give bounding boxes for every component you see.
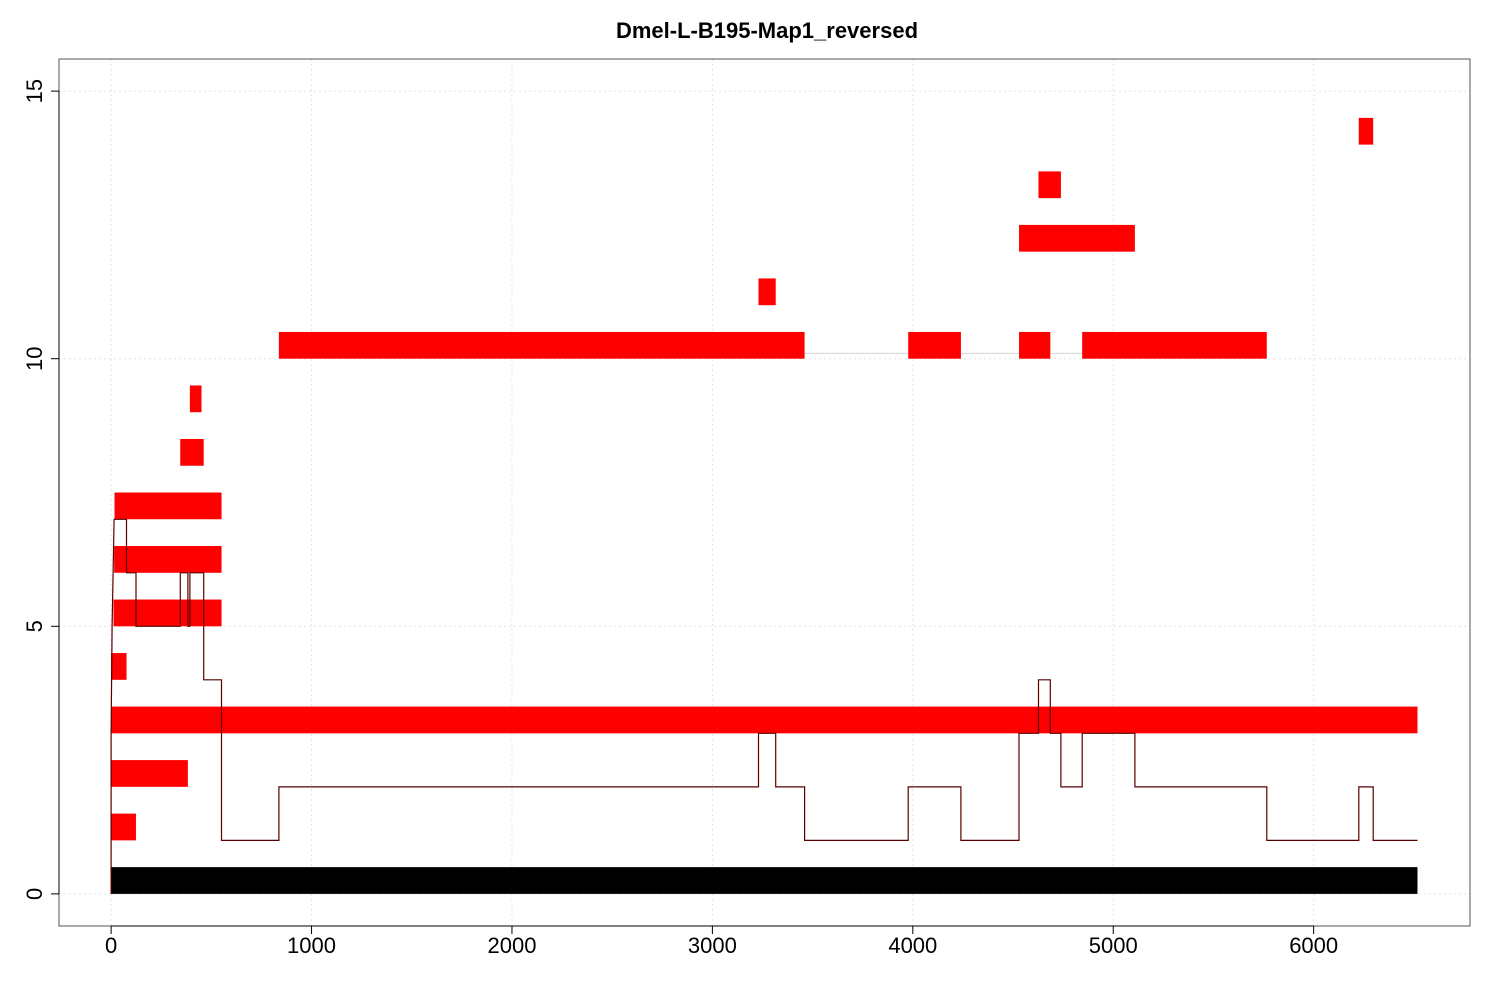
x-tick-label: 5000 (1089, 933, 1138, 958)
alignment-segment (114, 492, 222, 520)
alignment-segment (1038, 171, 1061, 199)
x-tick-label: 2000 (487, 933, 536, 958)
alignment-segment (1082, 331, 1267, 359)
chart-title: Dmel-L-B195-Map1_reversed (616, 18, 918, 43)
y-tick-label: 10 (22, 346, 47, 370)
alignment-segment (908, 331, 961, 359)
y-tick-label: 15 (22, 79, 47, 103)
alignment-segment (111, 813, 136, 841)
x-tick-label: 6000 (1289, 933, 1338, 958)
reference-track (111, 867, 1418, 894)
x-tick-label: 0 (105, 933, 117, 958)
y-tick-label: 0 (22, 888, 47, 900)
reference-bar (111, 867, 1418, 894)
coverage-step-line (110, 518, 1418, 894)
alignment-segment (111, 760, 188, 787)
alignment-segment (111, 653, 127, 680)
alignment-segment (114, 546, 222, 573)
coverage-line (110, 518, 1418, 894)
alignment-segment (111, 706, 1418, 734)
alignment-segments (111, 117, 1418, 841)
y-axis: 0 5 10 15 (22, 79, 60, 900)
grid (59, 59, 1470, 926)
x-tick-label: 4000 (888, 933, 937, 958)
alignment-segment (758, 278, 776, 306)
alignment-segment (180, 438, 204, 466)
y-tick-label: 5 (22, 620, 47, 632)
alignment-segment (1019, 224, 1135, 252)
x-axis: 0 1000 2000 3000 4000 5000 6000 (105, 925, 1338, 958)
x-tick-label: 1000 (287, 933, 336, 958)
alignment-segment (1358, 117, 1374, 145)
alignment-segment (113, 599, 222, 627)
alignment-segment (278, 331, 805, 359)
alignment-segment (189, 385, 202, 413)
plot-frame (58, 58, 1471, 927)
alignment-segment (1019, 331, 1051, 359)
x-tick-label: 3000 (688, 933, 737, 958)
